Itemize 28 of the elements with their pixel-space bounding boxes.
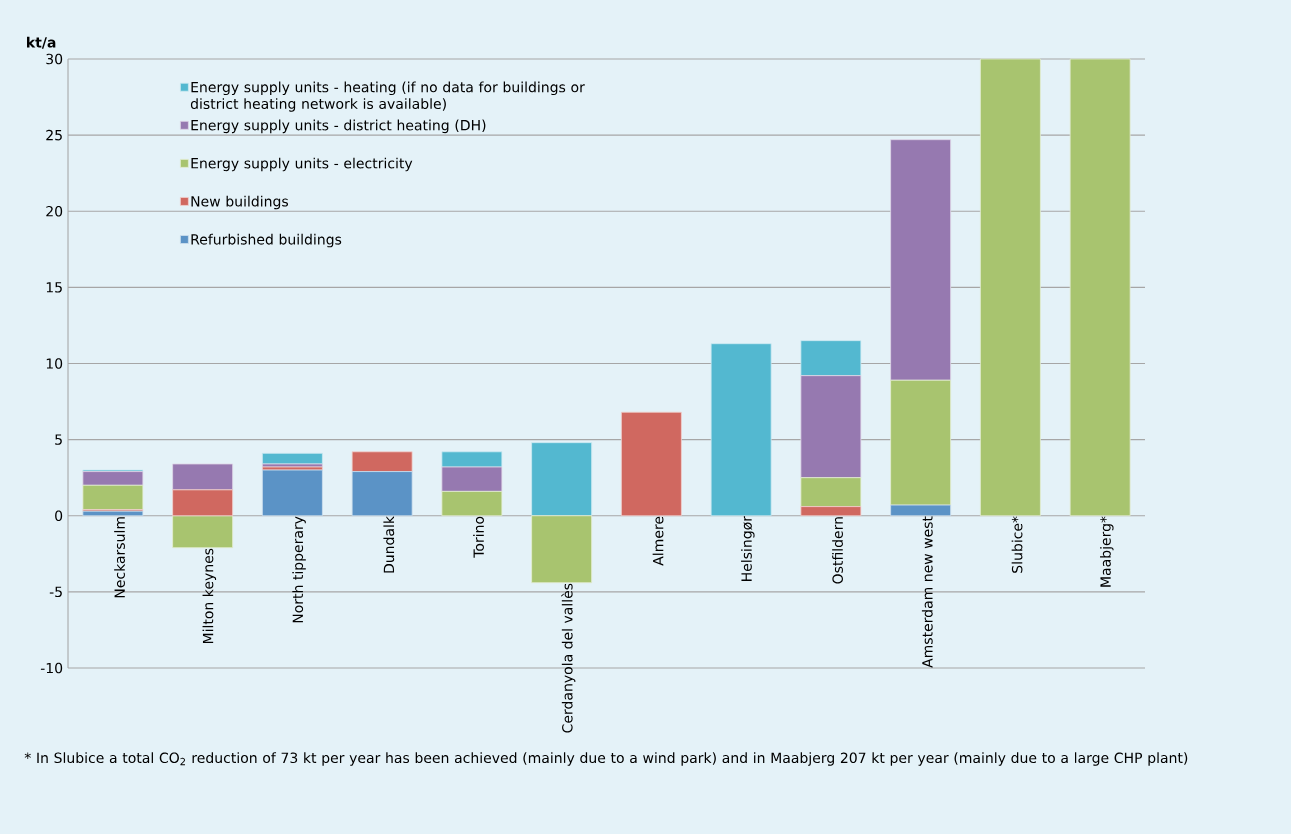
y-axis-title: kt/a [27, 36, 56, 49]
x-tick-label: Neckarsulm [114, 517, 125, 598]
y-tick-label: 25 [46, 129, 62, 141]
y-tick-label: 15 [46, 282, 62, 293]
x-tick-label: Milton keynes [202, 548, 217, 644]
legend-label: Energy supply units - heating (if no data for buildings or district heating network is available) [190, 81, 585, 112]
y-tick-label: -5 [49, 586, 62, 598]
y-tick-label: 0 [55, 510, 63, 522]
y-tick-label: -10 [40, 662, 63, 674]
y-tick-label: 20 [46, 205, 63, 217]
x-tick-label: Maabjerg* [1100, 516, 1114, 587]
x-tick-label: Amsterdam new west [921, 516, 933, 668]
text: * In Slubice a total CO$_{2}$ reduction of 73 kt per year has been achieved (mainly due to a wind park) and in Maabjerg 207 kt per year (mainly due to a large CHP plant) [24, 752, 1188, 766]
x-tick-label: Torino [473, 516, 484, 558]
x-tick-label: Almere [652, 516, 664, 566]
x-tick-label: North tipperary [292, 516, 306, 623]
y-tick-label: 30 [46, 53, 63, 65]
legend-label: New buildings [191, 195, 289, 210]
legend-label: Energy supply units - district heating (DH) [191, 119, 486, 134]
x-tick-label: Slubice* [1011, 516, 1023, 573]
x-tick-label: Cerdanyola del vallès [561, 583, 576, 733]
y-tick-label: 10 [46, 358, 63, 369]
legend-label: Energy supply units - electricity [191, 157, 413, 172]
legend-label: Refurbished buildings [191, 233, 342, 248]
x-tick-label: Helsingør [741, 516, 755, 581]
x-tick-label: Ostfildern [832, 517, 843, 584]
y-tick-label: 5 [55, 434, 62, 445]
x-tick-label: Dundalk [383, 516, 395, 573]
